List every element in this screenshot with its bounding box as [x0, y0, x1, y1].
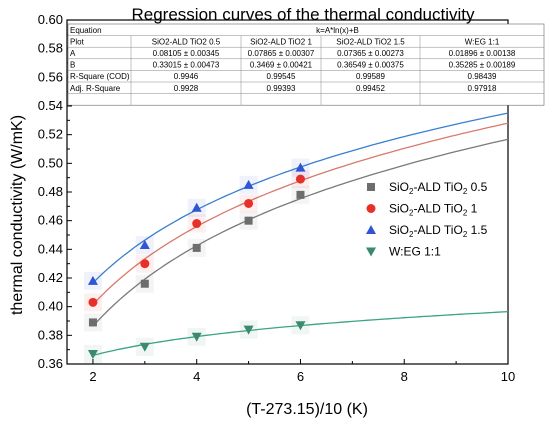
- y-tick-label: 0.50: [38, 155, 63, 170]
- data-point: [191, 332, 202, 342]
- data-points: [83, 158, 310, 363]
- y-tick-label: 0.48: [38, 184, 63, 199]
- y-tick-label: 0.60: [38, 12, 63, 27]
- legend-label: SiO2-ALD TiO2 1.5: [389, 223, 488, 239]
- data-point: [140, 279, 149, 288]
- table-frame: [67, 23, 545, 106]
- x-tick-label: 10: [501, 369, 515, 384]
- data-point: [295, 162, 306, 172]
- table-cell: 0.3469 ± 0.00421: [250, 61, 313, 70]
- table-cell: 0.9928: [174, 84, 199, 93]
- data-point: [243, 179, 254, 189]
- legend-marker: [366, 225, 376, 234]
- data-point: [191, 202, 202, 212]
- table-cell: 0.99545: [267, 72, 296, 81]
- data-point: [244, 216, 253, 225]
- table-cell: 0.35285 ± 0.00189: [449, 61, 516, 70]
- table-row-label: R-Square (COD): [70, 72, 130, 81]
- y-tick-label: 0.46: [38, 213, 63, 228]
- table-row-label: Adj. R-Square: [70, 84, 121, 93]
- data-point: [88, 297, 98, 307]
- x-axis-label: (T-273.15)/10 (K): [246, 401, 368, 418]
- table-row-label: Plot: [70, 37, 85, 46]
- table-cell: SiO2-ALD TiO2 0.5: [152, 37, 221, 46]
- table-cell: 0.9946: [174, 72, 199, 81]
- data-point: [244, 198, 254, 208]
- data-point: [140, 259, 150, 269]
- x-tick-label: 4: [193, 369, 200, 384]
- legend-marker: [367, 183, 375, 191]
- legend-label: W:EG 1:1: [389, 245, 441, 259]
- table-cell: 0.99452: [356, 84, 385, 93]
- y-tick-label: 0.40: [38, 299, 63, 314]
- x-axis: 2 4 6 8 10: [89, 359, 515, 384]
- data-point: [87, 349, 98, 359]
- table-cell: 0.99589: [356, 72, 385, 81]
- table-cell: SiO2-ALD TiO2 1: [250, 37, 312, 46]
- table-cell: 0.36549 ± 0.00375: [337, 61, 404, 70]
- chart-title: Regression curves of the thermal conduct…: [132, 5, 475, 24]
- data-point: [88, 318, 97, 327]
- table-equation-label: Equation: [70, 26, 102, 35]
- x-tick-label: 6: [297, 369, 304, 384]
- table-cell: 0.99393: [267, 84, 296, 93]
- data-point: [295, 321, 306, 331]
- data-point: [295, 174, 305, 184]
- data-point: [139, 342, 150, 352]
- table-cell: 0.97918: [468, 84, 497, 93]
- table-row-label: A: [70, 49, 76, 58]
- table-cell: 0.08105 ± 0.00345: [153, 49, 220, 58]
- data-point: [296, 190, 305, 199]
- table-cell: 0.07365 ± 0.00273: [337, 49, 404, 58]
- y-tick-label: 0.38: [38, 327, 63, 342]
- legend-label: SiO2-ALD TiO2 1: [389, 202, 478, 218]
- data-point: [192, 243, 201, 252]
- y-axis: 0.36 0.38 0.40 0.42 0.44 0.46 0.48 0.50 0.52 0.54…: [38, 12, 72, 371]
- x-tick-label: 8: [401, 369, 408, 384]
- data-point: [87, 275, 98, 285]
- table-row-label: B: [70, 61, 75, 70]
- y-tick-label: 0.54: [38, 98, 63, 113]
- y-axis-label: thermal conductivity (W/mK): [9, 115, 26, 315]
- legend-marker: [366, 204, 376, 213]
- data-point: [139, 240, 150, 250]
- y-tick-label: 0.44: [38, 241, 63, 256]
- table-cell: W:EG 1:1: [465, 37, 500, 46]
- y-tick-label: 0.52: [38, 127, 63, 142]
- y-tick-label: 0.58: [38, 41, 63, 56]
- y-tick-label: 0.36: [38, 356, 63, 371]
- table-cell: SiO2-ALD TiO2 1.5: [336, 37, 405, 46]
- y-tick-label: 0.56: [38, 69, 63, 84]
- regression-table: Equation k=A*ln(x)+B Plot SiO2-ALD TiO2 0.5…: [67, 23, 545, 106]
- legend-label: SiO2-ALD TiO2 0.5: [389, 180, 488, 196]
- data-point: [192, 219, 202, 229]
- table-cell: 0.01896 ± 0.00138: [449, 49, 516, 58]
- table-cell: 0.07865 ± 0.00307: [248, 49, 315, 58]
- table-cell: 0.98439: [468, 72, 497, 81]
- x-tick-label: 2: [89, 369, 96, 384]
- data-point: [243, 325, 254, 335]
- legend-marker: [366, 247, 376, 257]
- table-equation: k=A*ln(x)+B: [316, 26, 359, 35]
- table-cell: 0.33015 ± 0.00473: [153, 61, 220, 70]
- legend: SiO2-ALD TiO2 0.5 SiO2-ALD TiO2 1 SiO2-ALD…: [366, 180, 488, 259]
- y-tick-label: 0.42: [38, 270, 63, 285]
